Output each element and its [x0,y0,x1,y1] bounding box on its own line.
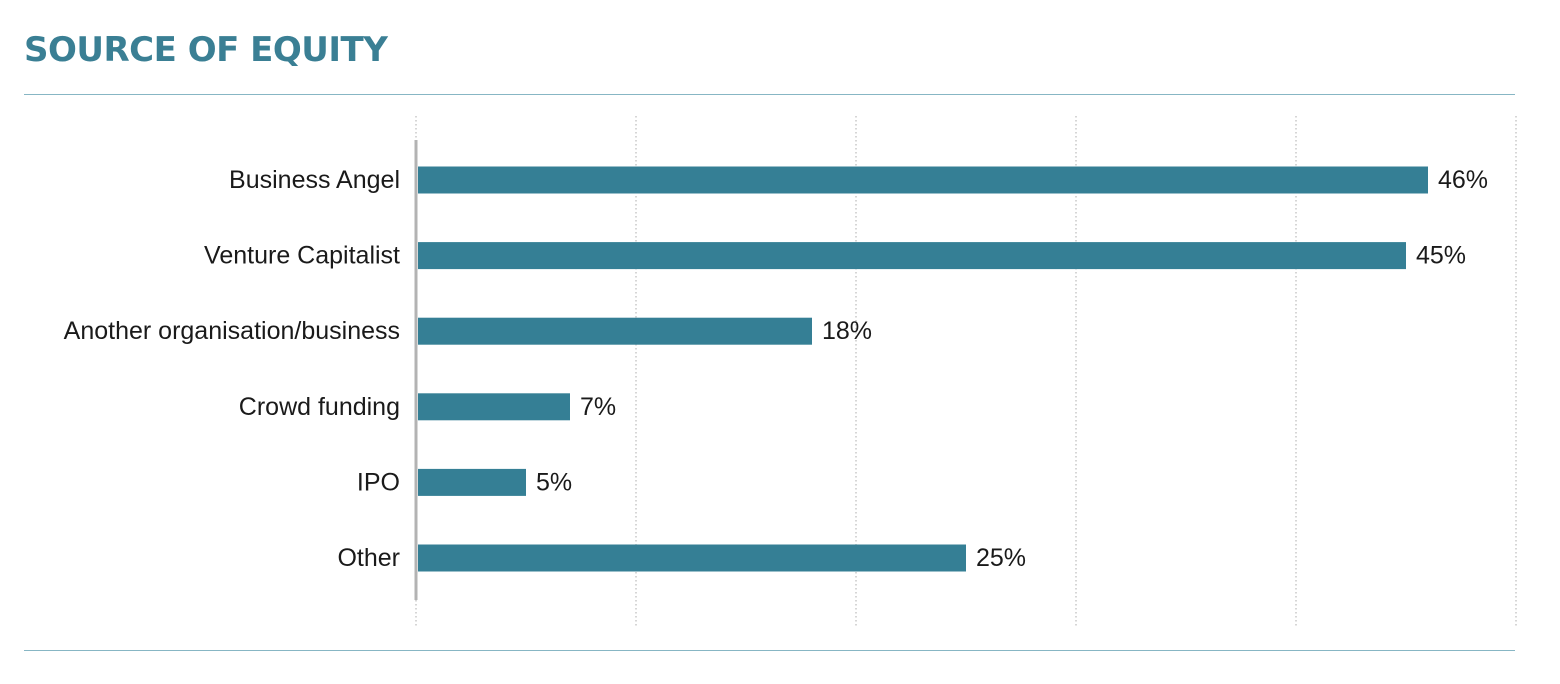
top-divider [24,94,1515,95]
bar [418,393,570,421]
value-label: 46% [1438,166,1488,194]
bar [418,317,812,345]
category-label: IPO [357,468,400,496]
category-labels: Business Angel Venture Capitalist Another … [64,166,400,572]
value-label: 5% [536,468,572,496]
value-labels: 46% 45% 18% 7% 5% 25% [536,166,1488,572]
value-label: 25% [976,544,1026,572]
category-label: Other [337,544,400,572]
category-label: Venture Capitalist [204,242,400,270]
category-label: Crowd funding [239,393,400,421]
bottom-divider [24,650,1515,651]
value-label: 45% [1416,242,1466,270]
bars [418,166,1428,572]
value-label: 18% [822,317,872,345]
page-title: SOURCE OF EQUITY [24,30,388,70]
category-label: Another organisation/business [64,317,400,345]
value-label: 7% [580,393,616,421]
bar [418,468,526,496]
bar [418,544,966,572]
bar [418,242,1406,270]
category-label: Business Angel [229,166,400,194]
bar [418,166,1428,194]
